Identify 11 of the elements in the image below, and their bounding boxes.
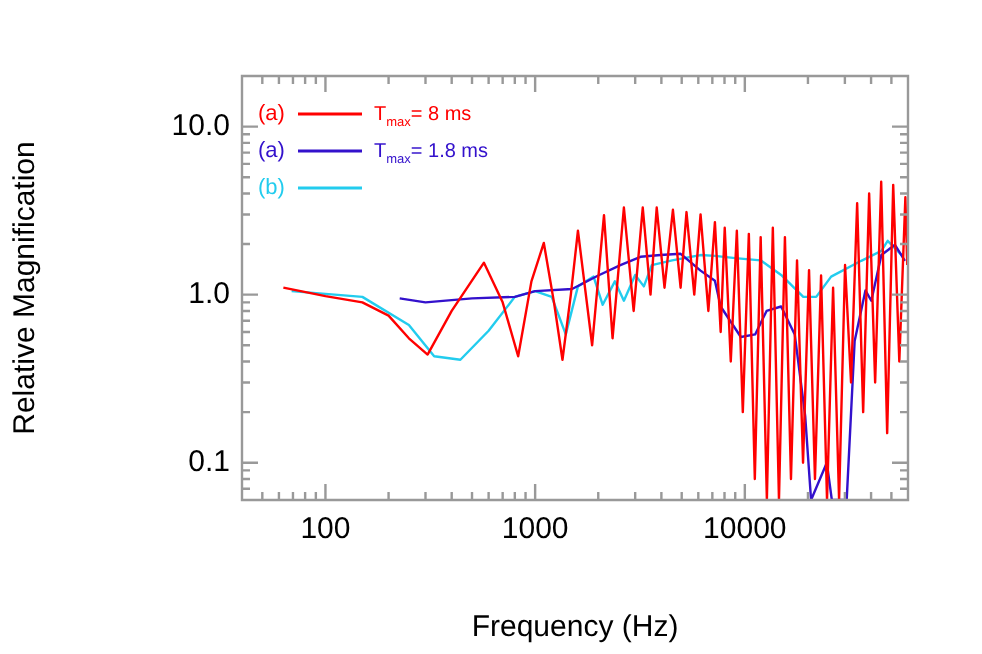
x-tick-label: 100 (300, 512, 351, 547)
y-tick-label: 10.0 (171, 108, 230, 143)
text: (a) (258, 102, 285, 127)
x-tick-label: 10000 (703, 512, 787, 547)
y-tick-label: 0.1 (188, 445, 230, 479)
text: (a) (258, 139, 285, 164)
x-tick-label: 1000 (501, 512, 569, 547)
x-axis-title: Frequency (Hz) (471, 610, 679, 645)
y-axis-title: Relative Magnification (8, 141, 43, 435)
y-tick-label: 1.0 (188, 276, 230, 311)
text: (b) (258, 176, 285, 201)
